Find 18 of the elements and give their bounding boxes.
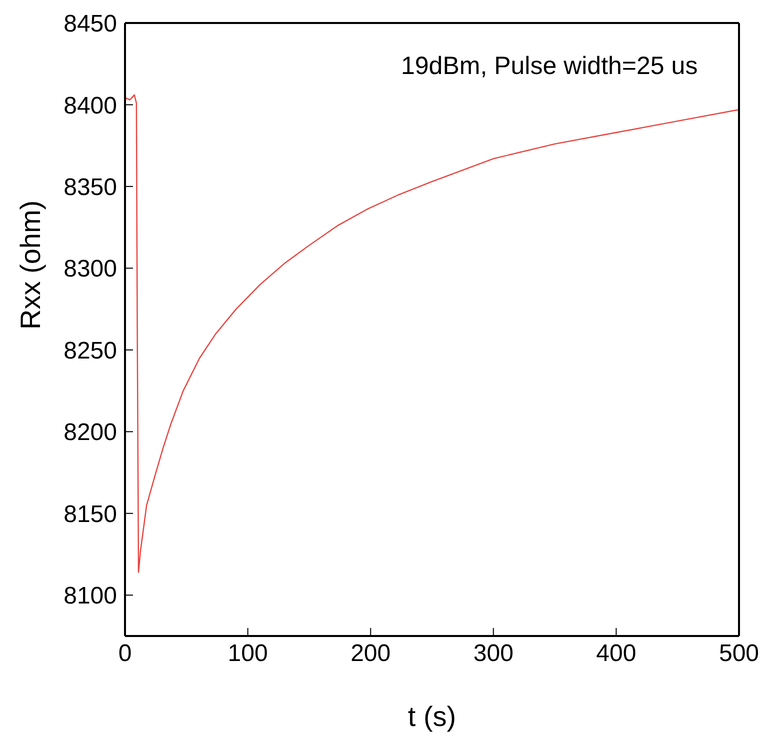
x-tick-label: 100 [228,640,268,668]
y-tick-label: 8450 [64,10,117,38]
x-axis-title: t (s) [408,701,456,732]
line-series [125,94,739,573]
x-tick-label: 200 [350,640,391,668]
y-tick-label: 8400 [64,92,117,120]
x-tick-label: 300 [473,640,514,668]
x-tick-label: 500 [718,640,760,668]
y-tick-label: 8250 [64,337,117,364]
y-tick-label: 8100 [64,582,117,610]
y-tick-label: 8350 [64,174,117,201]
y-tick-label: 8300 [64,256,117,283]
x-tick-label: 0 [118,640,132,668]
y-tick-label: 8200 [64,419,117,446]
y-axis-title: Rxx (ohm) [14,200,46,330]
x-tick-label: 400 [596,640,636,668]
annotation: 19dBm, Pulse width=25 us [400,52,698,80]
y-tick-label: 8150 [64,500,117,528]
